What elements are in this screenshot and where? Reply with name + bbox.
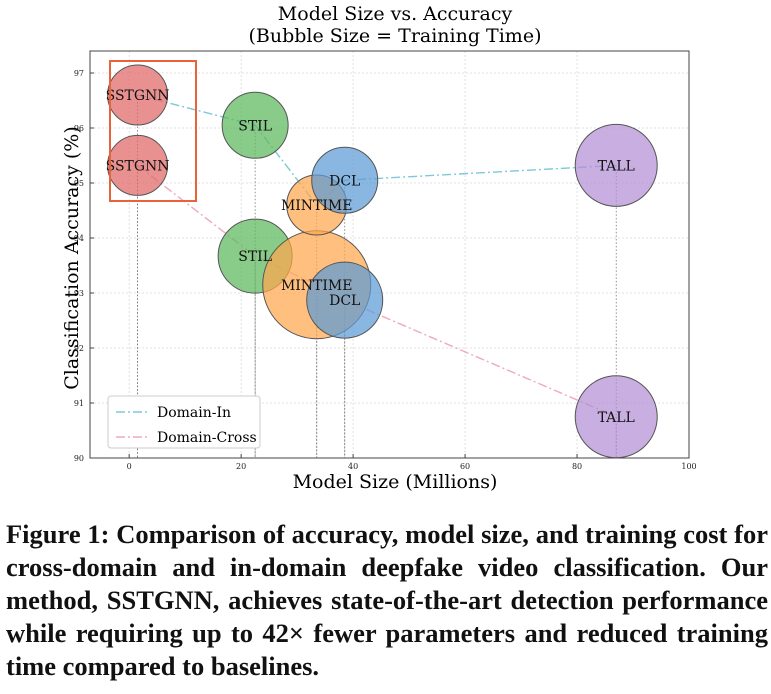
bubble-label: TALL [598,158,635,174]
bubble-label: DCL [329,293,360,309]
legend-label-domain-cross: Domain-Cross [157,430,257,446]
bubble-label: STIL [238,249,272,265]
bubble-tall [574,123,658,207]
x-tick-label: 100 [681,462,696,471]
figure-caption: Figure 1: Comparison of accuracy, model … [6,519,768,681]
bubble-label: MINTIME [281,198,353,214]
bubbles [107,64,658,459]
bubble-tall [574,375,658,459]
x-tick-label: 80 [572,462,582,471]
x-tick-label: 20 [236,462,246,471]
y-tick-label: 95 [74,179,84,188]
bubble-label: SSTGNN [106,158,170,174]
bubble-dcl [311,146,379,214]
bubble-label: STIL [238,118,272,134]
series-lines [137,94,617,418]
plot-area [89,50,690,459]
axis-ticks: 0 20 40 60 80 100 90 91 92 93 94 95 96 97 [74,69,697,471]
chart-subtitle: (Bubble Size = Training Time) [249,25,542,47]
bubble-chart: Model Size vs. Accuracy (Bubble Size = T… [61,3,697,493]
x-tick-label: 0 [127,462,132,471]
legend-label-domain-in: Domain-In [157,405,231,421]
y-axis-label: Classification Accuracy (%) [61,126,83,390]
y-tick-label: 94 [74,234,84,243]
y-tick-label: 92 [74,344,84,353]
bubble-label: SSTGNN [106,88,170,104]
chart-title: Model Size vs. Accuracy [278,3,513,25]
bubble-sstgnn [107,134,169,196]
legend: Domain-In Domain-Cross [107,395,261,449]
bubble-sstgnn [107,64,169,126]
sstgnn-highlight-box [109,60,197,202]
y-tick-label: 96 [74,124,84,133]
y-tick-label: 93 [74,289,84,298]
legend-box [107,395,261,449]
bubble-stil [221,91,289,159]
bubble-labels: SSTGNNSTILMINTIMEDCLTALLSSTGNNSTILMINTIM… [106,88,635,426]
x-tick-label: 60 [460,462,470,471]
y-tick-label: 91 [74,399,84,408]
bubble-label: TALL [598,410,635,426]
y-tick-label: 90 [74,454,84,463]
x-tick-label: 40 [348,462,358,471]
bubble-label: DCL [329,173,360,189]
x-axis-label: Model Size (Millions) [293,471,498,493]
bubble-dcl [306,261,384,339]
y-tick-label: 97 [74,69,84,78]
bubble-label: MINTIME [281,278,353,294]
